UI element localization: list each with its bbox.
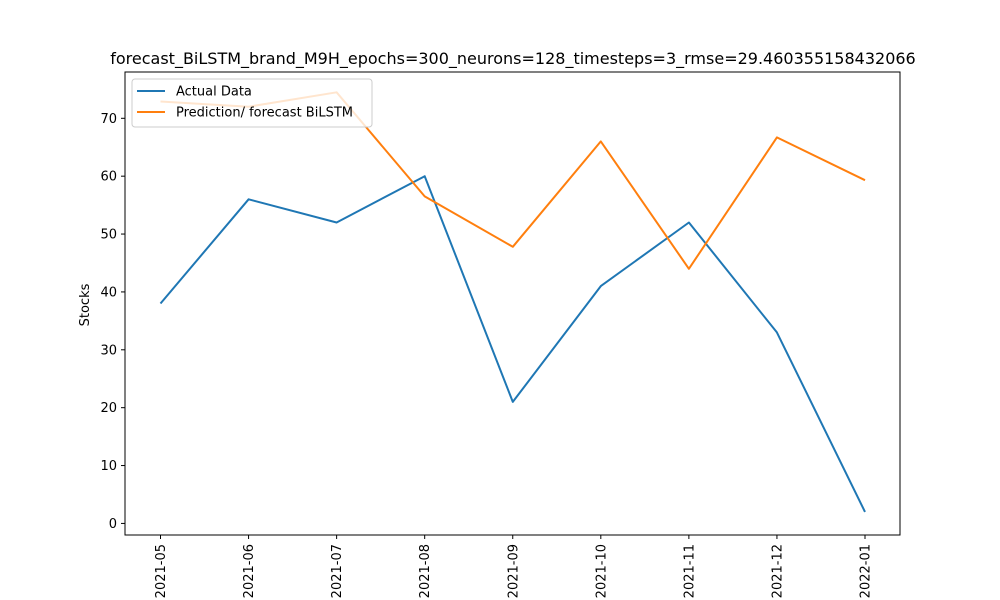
plot-area: 0 10 20 30 40 50 60 70 2021-05 2021-06 2021-07 2021… [100, 71, 901, 598]
y-tick-label: 70 [100, 112, 117, 127]
x-tick-label: 2021-05 [154, 544, 169, 598]
legend: Actual Data Prediction/ forecast BiLSTM [131, 78, 373, 128]
x-tick-label: 2022-01 [859, 544, 874, 598]
y-tick-label: 60 [100, 170, 117, 185]
y-tick-label: 10 [100, 459, 117, 474]
series-line-0 [159, 175, 866, 513]
y-tick-label: 50 [100, 228, 117, 243]
legend-label-0: Actual Data [176, 85, 252, 100]
legend-label-1: Prediction/ forecast BiLSTM [176, 106, 353, 121]
chart-title: forecast_BiLSTM_brand_M9H_epochs=300_neu… [110, 49, 915, 69]
x-tick-label: 2021-06 [242, 544, 257, 598]
x-tick-label: 2021-07 [330, 544, 345, 598]
legend-box [131, 78, 373, 128]
y-tick-label: 0 [109, 517, 117, 532]
y-tick-label: 30 [100, 343, 117, 358]
x-tick-label: 2021-10 [594, 544, 609, 598]
x-tick-label: 2021-11 [682, 544, 697, 598]
x-tick-label: 2021-09 [506, 544, 521, 598]
x-tick-label: 2021-08 [418, 544, 433, 598]
y-axis-label: Stocks [78, 283, 93, 326]
y-tick-label: 40 [100, 285, 117, 300]
y-tick-label: 20 [100, 401, 117, 416]
x-tick-label: 2021-12 [770, 544, 785, 598]
